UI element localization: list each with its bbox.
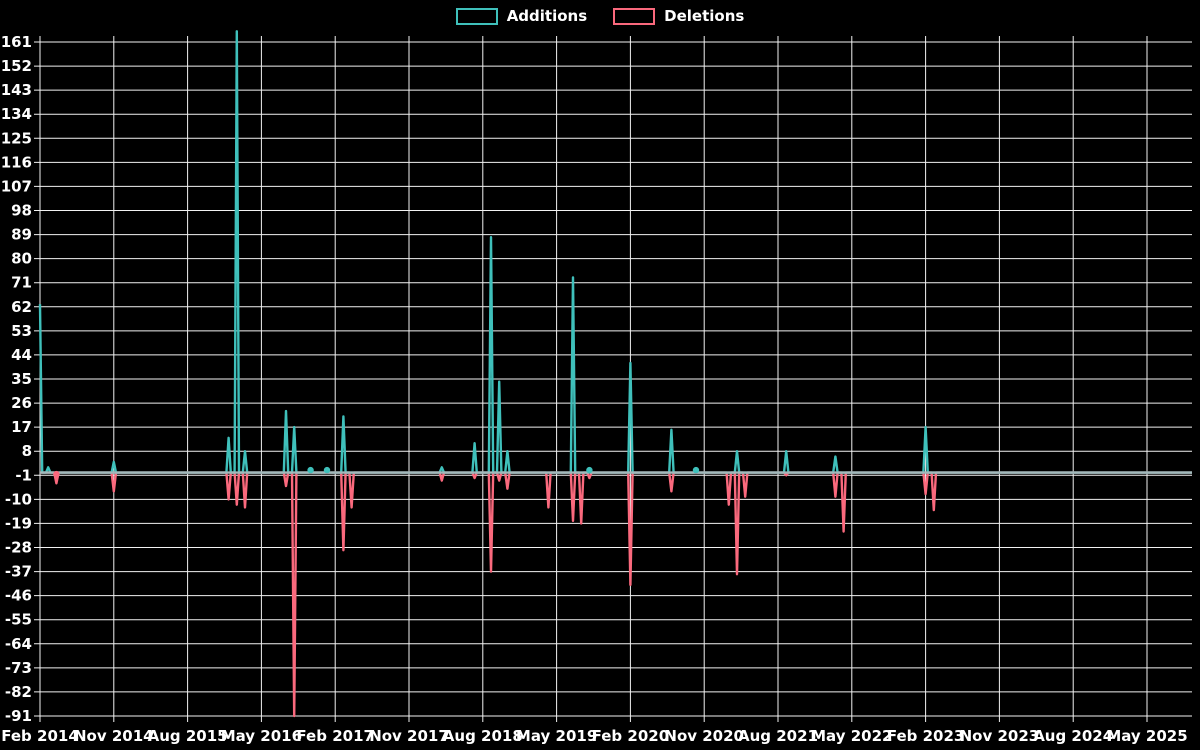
svg-text:Aug 2024: Aug 2024 — [1033, 727, 1113, 745]
additions-marker-dot — [307, 466, 314, 474]
svg-text:-10: -10 — [5, 490, 32, 508]
svg-text:Feb 2020: Feb 2020 — [592, 727, 670, 745]
svg-text:-91: -91 — [5, 707, 32, 725]
svg-text:8: 8 — [22, 442, 32, 460]
svg-text:80: 80 — [11, 250, 32, 268]
deletions-marker-dot — [53, 470, 60, 478]
additions-marker-dot — [586, 466, 593, 474]
svg-text:Nov 2017: Nov 2017 — [369, 727, 449, 745]
svg-text:107: 107 — [1, 177, 32, 195]
svg-text:-37: -37 — [5, 563, 32, 581]
svg-text:-19: -19 — [5, 514, 32, 532]
svg-text:May 2016: May 2016 — [221, 727, 302, 745]
svg-text:26: 26 — [11, 394, 32, 412]
svg-text:71: 71 — [11, 274, 32, 292]
svg-text:134: 134 — [1, 105, 32, 123]
chart-legend: Additions Deletions — [0, 8, 1200, 25]
svg-text:May 2019: May 2019 — [516, 727, 597, 745]
deletions-swatch-icon — [613, 8, 656, 25]
y-axis-labels: 161 152 143 134 125 116 107 98 89 80 71 62 53 44 35 26 1… — [1, 33, 32, 725]
svg-text:98: 98 — [11, 202, 32, 220]
svg-text:62: 62 — [11, 298, 32, 316]
deletions-line — [40, 471, 1192, 718]
svg-text:-46: -46 — [5, 587, 32, 605]
svg-text:May 2025: May 2025 — [1106, 727, 1187, 745]
additions-line — [38, 30, 1192, 474]
svg-text:Feb 2023: Feb 2023 — [887, 727, 965, 745]
svg-text:-82: -82 — [5, 683, 32, 701]
svg-text:Nov 2014: Nov 2014 — [74, 727, 154, 745]
svg-text:Feb 2017: Feb 2017 — [296, 727, 374, 745]
svg-text:May 2022: May 2022 — [811, 727, 892, 745]
svg-text:Feb 2014: Feb 2014 — [1, 727, 79, 745]
svg-text:-55: -55 — [5, 611, 32, 629]
additions-marker-dot — [692, 466, 700, 474]
svg-text:17: 17 — [11, 418, 32, 436]
svg-text:Nov 2020: Nov 2020 — [664, 727, 744, 745]
svg-text:-64: -64 — [5, 635, 32, 653]
svg-text:125: 125 — [1, 129, 32, 147]
svg-text:35: 35 — [11, 370, 32, 388]
svg-text:Nov 2023: Nov 2023 — [960, 727, 1040, 745]
legend-item-additions[interactable]: Additions — [455, 7, 588, 25]
legend-item-deletions[interactable]: Deletions — [613, 8, 744, 25]
svg-text:53: 53 — [11, 322, 32, 340]
svg-text:-28: -28 — [5, 539, 32, 557]
additions-marker-dot — [323, 466, 331, 474]
additions-swatch-icon — [455, 8, 498, 25]
svg-text:Aug 2018: Aug 2018 — [443, 727, 523, 745]
legend-label-additions: Additions — [506, 7, 588, 25]
svg-text:-73: -73 — [5, 659, 32, 677]
svg-text:152: 152 — [1, 57, 32, 75]
point-markers — [53, 466, 700, 478]
legend-label-deletions: Deletions — [664, 7, 745, 25]
gridlines — [34, 36, 1192, 722]
svg-text:44: 44 — [11, 346, 32, 364]
svg-text:-1: -1 — [15, 466, 32, 484]
svg-text:143: 143 — [1, 81, 32, 99]
svg-text:116: 116 — [1, 153, 32, 171]
svg-text:Aug 2015: Aug 2015 — [148, 727, 228, 745]
svg-text:161: 161 — [1, 33, 32, 51]
svg-text:89: 89 — [11, 226, 32, 244]
svg-text:Aug 2021: Aug 2021 — [738, 727, 818, 745]
